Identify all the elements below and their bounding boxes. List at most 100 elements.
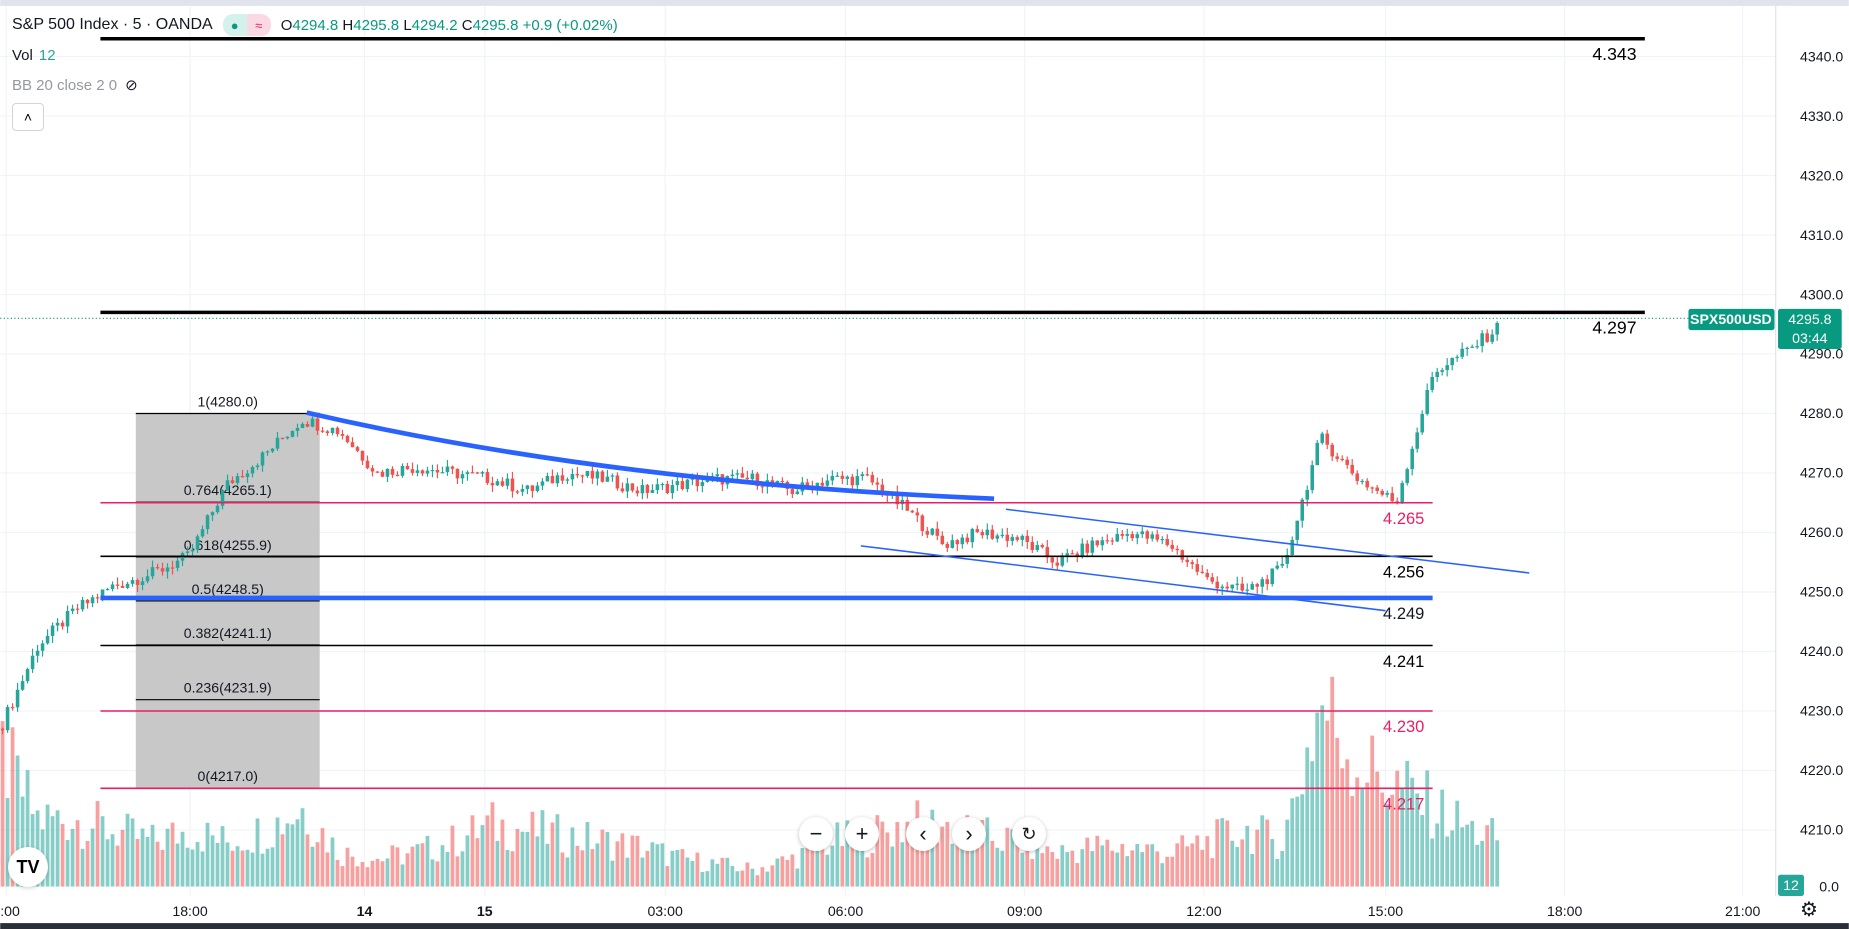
bar-countdown: 03:44	[1792, 330, 1827, 346]
volume-bar	[1470, 820, 1475, 887]
reset-chart-button[interactable]: ↻	[1012, 817, 1046, 851]
candle-body	[1140, 531, 1145, 535]
candle-body	[1485, 333, 1489, 342]
candle-body	[1190, 562, 1195, 565]
volume-bar	[1165, 856, 1170, 887]
candle-body	[1135, 534, 1140, 539]
volume-bar	[595, 843, 600, 887]
candle-body	[875, 482, 880, 485]
volume-bar	[780, 856, 785, 887]
candle-body	[1260, 579, 1265, 587]
candle-body	[280, 437, 285, 439]
candle-body	[975, 529, 980, 533]
volume-bars	[0, 676, 1500, 887]
bollinger-legend[interactable]: BB 20 close 2 0 ⊘	[12, 76, 138, 95]
volume-bar	[1125, 856, 1130, 887]
volume-legend[interactable]: Vol 12	[12, 47, 56, 64]
candle-body	[1480, 333, 1484, 347]
fib-level-label: 1(4280.0)	[198, 393, 258, 409]
gear-icon[interactable]: ⚙	[1800, 899, 1818, 921]
candle-body	[270, 448, 275, 452]
last-price-text: 4295.8	[1788, 311, 1831, 327]
candle-body	[120, 585, 125, 588]
candle-body	[235, 476, 240, 484]
candle-body	[1225, 586, 1230, 589]
volume-bar	[505, 849, 510, 887]
volume-bar	[1160, 863, 1165, 887]
candle-body	[200, 529, 205, 537]
symbol-title[interactable]: S&P 500 Index · 5 · OANDA	[12, 16, 213, 33]
candle-body	[1420, 413, 1424, 433]
volume-bar	[435, 861, 440, 887]
candle-body	[680, 481, 685, 490]
level-label: 4.265	[1383, 510, 1424, 528]
level-label: 4.230	[1383, 718, 1424, 736]
volume-bar	[570, 827, 575, 887]
horizontal-levels[interactable]: 4.343 4.297 4.265 4.256 4.249 4.241 4.230 4.217	[100, 36, 1645, 814]
volume-bar	[810, 840, 815, 887]
status-pill[interactable]: ● ≈	[222, 14, 271, 36]
volume-bar	[555, 814, 560, 887]
volume-bar	[500, 819, 505, 887]
channel-upper-line[interactable]	[1005, 508, 1530, 574]
volume-bar	[625, 857, 630, 887]
candle-body	[215, 505, 220, 513]
volume-bar	[15, 755, 20, 887]
fib-retracement[interactable]: 1(4280.0)0.764(4265.1)0.618(4255.9)0.5(4…	[135, 393, 320, 789]
volume-bar	[1075, 863, 1080, 887]
volume-bar	[490, 802, 495, 887]
candle-body	[325, 431, 330, 434]
volume-bar	[85, 841, 90, 887]
volume-bar	[1020, 852, 1025, 887]
collapse-legend-button[interactable]: ˄	[12, 103, 44, 131]
candle-body	[1235, 583, 1240, 585]
volume-bar	[260, 853, 265, 887]
volume-bar	[1050, 852, 1055, 887]
candle-body	[1345, 459, 1349, 465]
candle-body	[560, 475, 565, 481]
candle-body	[30, 655, 35, 670]
volume-bar	[65, 839, 70, 887]
zoom-in-button[interactable]: +	[845, 817, 879, 851]
volume-bar	[400, 864, 405, 887]
volume-bar	[855, 829, 860, 887]
tradingview-logo[interactable]: TV	[8, 847, 48, 887]
candle-body	[940, 535, 945, 544]
scroll-right-button[interactable]: ›	[952, 817, 986, 851]
candle-body	[110, 584, 115, 589]
candle-body	[1455, 356, 1459, 359]
eye-off-icon[interactable]: ⊘	[125, 77, 138, 94]
price-tick: 4220.0	[1800, 762, 1843, 778]
candle-body	[380, 471, 385, 477]
candle-body	[1120, 534, 1125, 536]
candle-body	[285, 436, 290, 439]
blue-curve-trendline[interactable]	[306, 410, 995, 502]
candle-body	[835, 475, 840, 477]
volume-bar	[1055, 858, 1060, 887]
volume-bar	[190, 849, 195, 887]
volume-bar	[210, 835, 215, 887]
time-axis[interactable]: 5:00 18:00 14 15 03:00 06:00 09:00 12:00 15:00 18…	[0, 903, 1760, 919]
volume-bar	[605, 832, 610, 887]
candle-body	[920, 515, 925, 532]
volume-bar	[1445, 836, 1450, 887]
volume-bar	[1340, 768, 1345, 887]
candle-body	[1430, 377, 1434, 390]
candle-body	[1375, 487, 1379, 491]
candle-body	[855, 476, 860, 486]
scroll-left-button[interactable]: ‹	[906, 817, 940, 851]
volume-bar	[250, 852, 255, 887]
volume-bar	[95, 801, 100, 887]
volume-bar	[785, 859, 790, 887]
channel-lower-line[interactable]	[860, 545, 1386, 612]
volume-bar	[1365, 782, 1370, 887]
volume-bar	[1155, 851, 1160, 887]
candle-body	[1400, 483, 1404, 503]
volume-bar	[1080, 849, 1085, 887]
price-axis[interactable]: 4340.0 4330.0 4320.0 4310.0 4300.0 4290.0 4280…	[1800, 48, 1843, 837]
bottom-border	[0, 923, 1849, 929]
approx-icon: ≈	[246, 14, 271, 36]
zoom-out-button[interactable]: −	[799, 817, 833, 851]
volume-bar	[1330, 676, 1335, 887]
